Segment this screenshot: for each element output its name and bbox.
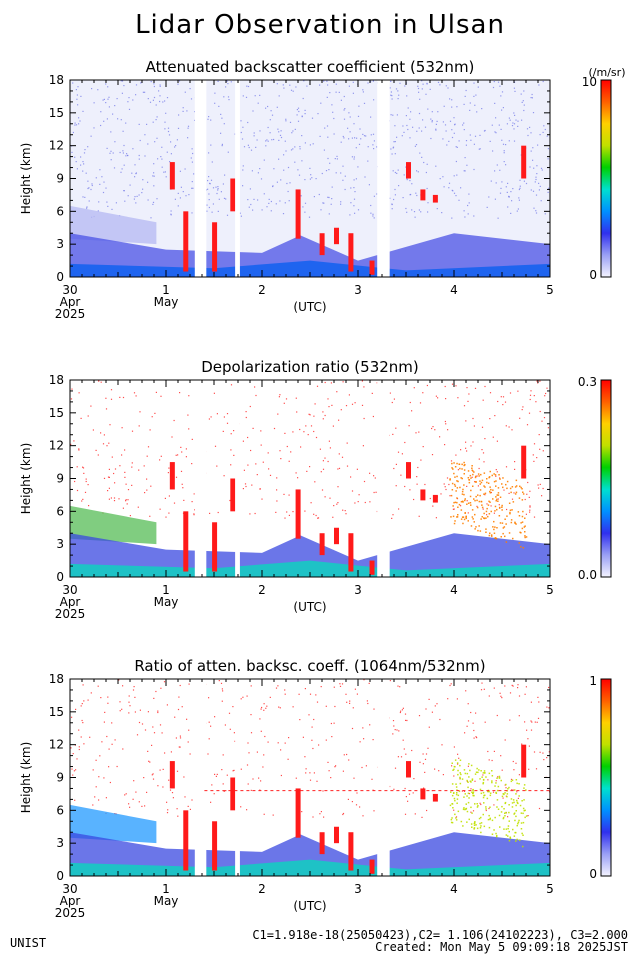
y-tick-label: 12 [49,738,64,752]
y-axis-label: Height (km) [19,443,33,514]
x-tick-month: May [154,894,179,908]
x-tick-month: May [154,595,179,609]
y-tick-label: 18 [49,373,64,387]
x-tick-month: Apr [60,595,81,609]
colorbar-min-label: 0 [589,268,597,282]
x-tick-day: 4 [450,583,458,597]
colorbar-max-label: 0.3 [578,375,597,389]
x-tick-year: 2025 [55,607,86,621]
colorbar-min-label: 0 [589,867,597,881]
x-tick-day: 4 [450,882,458,896]
x-tick-day: 5 [546,882,554,896]
x-axis-label: (UTC) [293,899,326,913]
y-tick-label: 9 [56,771,64,785]
x-tick-year: 2025 [55,906,86,920]
y-tick-label: 18 [49,672,64,686]
footer-created: Created: Mon May 5 09:09:18 2025JST [375,940,628,954]
footer-org: UNIST [10,936,47,950]
footer-constants: C1=1.918e-18(25050423),C2= 1.106(2410222… [252,928,628,942]
x-tick-day: 5 [546,583,554,597]
x-tick-day: 2 [258,882,266,896]
y-tick-label: 12 [49,139,64,153]
x-tick-day: 30 [62,583,77,597]
x-axis-label: (UTC) [293,300,326,314]
colorbar-1 [600,79,612,278]
x-tick-year: 2025 [55,307,86,321]
y-tick-label: 6 [56,504,64,518]
x-axis-label: (UTC) [293,600,326,614]
y-tick-label: 15 [49,406,64,420]
colorbar-min-label: 0.0 [578,568,597,582]
x-tick-month: May [154,295,179,309]
y-tick-label: 12 [49,439,64,453]
x-tick-day: 1 [162,583,170,597]
panel-title-color-ratio: Ratio of atten. backsc. coeff. (1064nm/5… [134,657,486,675]
colorbar-3 [600,678,612,877]
y-tick-label: 9 [56,172,64,186]
x-tick-day: 3 [354,283,362,297]
y-axis-label: Height (km) [19,742,33,813]
y-tick-label: 6 [56,803,64,817]
y-tick-label: 9 [56,472,64,486]
colorbar-max-label: 10 [582,75,597,89]
y-tick-label: 3 [56,836,64,850]
x-tick-month: Apr [60,894,81,908]
y-tick-label: 15 [49,106,64,120]
x-tick-day: 30 [62,283,77,297]
y-tick-label: 18 [49,73,64,87]
x-tick-day: 1 [162,283,170,297]
y-tick-label: 0 [56,270,64,284]
y-tick-label: 3 [56,237,64,251]
y-tick-label: 0 [56,570,64,584]
y-tick-label: 3 [56,537,64,551]
heatmap-2 [70,380,550,577]
x-tick-day: 1 [162,882,170,896]
colorbar-2 [600,379,612,578]
page-title: Lidar Observation in Ulsan [135,10,505,40]
colorbar-unit: (/m/sr) [589,66,626,79]
heatmap-1 [70,80,550,277]
colorbar-max-label: 1 [589,674,597,688]
x-tick-day: 2 [258,283,266,297]
x-tick-day: 2 [258,583,266,597]
panel-title-depolarization: Depolarization ratio (532nm) [201,358,419,376]
y-axis-label: Height (km) [19,143,33,214]
panel-title-backscatter: Attenuated backscatter coefficient (532n… [145,58,475,76]
x-tick-day: 5 [546,283,554,297]
x-tick-month: Apr [60,295,81,309]
y-tick-label: 15 [49,705,64,719]
y-tick-label: 0 [56,869,64,883]
x-tick-day: 30 [62,882,77,896]
x-tick-day: 3 [354,882,362,896]
x-tick-day: 3 [354,583,362,597]
y-tick-label: 6 [56,204,64,218]
x-tick-day: 4 [450,283,458,297]
heatmap-3 [70,679,550,876]
